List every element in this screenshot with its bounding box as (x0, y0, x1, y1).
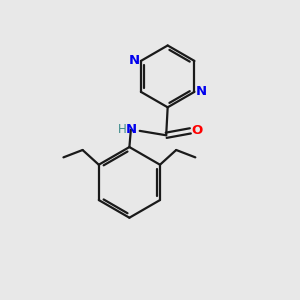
Text: N: N (195, 85, 206, 98)
Text: H: H (118, 123, 126, 136)
Text: N: N (129, 54, 140, 68)
Text: N: N (125, 123, 136, 136)
Text: O: O (191, 124, 202, 137)
